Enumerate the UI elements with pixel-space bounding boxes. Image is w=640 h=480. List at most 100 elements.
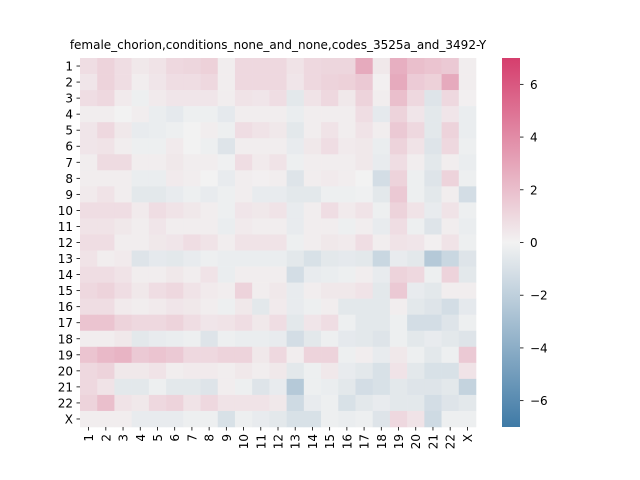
heatmap-cell-X-6 (166, 410, 184, 428)
heatmap-cell-21-11 (252, 378, 270, 396)
heatmap-cell-7-2 (97, 154, 115, 171)
y-tick-label-8: 8 (65, 172, 73, 186)
heatmap-cell-10-1 (80, 202, 98, 219)
heatmap-cell-19-3 (114, 346, 132, 364)
heatmap-cell-5-6 (166, 122, 184, 139)
heatmap-cell-16-5 (148, 298, 167, 315)
heatmap-cell-5-15 (321, 122, 339, 139)
heatmap-cell-4-1 (80, 106, 98, 123)
heatmap-cell-2-11 (252, 74, 270, 91)
heatmap-cell-2-19 (389, 74, 408, 91)
heatmap-cell-5-X (458, 122, 477, 139)
heatmap-cell-19-14 (303, 346, 322, 364)
heatmap-cell-14-19 (389, 266, 408, 283)
heatmap-cell-2-2 (97, 74, 115, 91)
heatmap-cell-6-1 (80, 138, 98, 155)
heatmap-cell-17-19 (389, 314, 408, 332)
heatmap-cell-17-X (458, 314, 477, 332)
heatmap-cell-22-X (458, 394, 477, 412)
heatmap-cell-22-2 (97, 394, 115, 412)
heatmap-cell-21-16 (338, 378, 356, 396)
heatmap-cell-7-1 (80, 154, 98, 171)
heatmap-cell-20-10 (234, 362, 253, 380)
heatmap-cell-11-4 (131, 218, 150, 235)
heatmap-cell-22-13 (286, 394, 305, 412)
heatmap-cell-5-10 (234, 122, 253, 139)
heatmap-cell-8-10 (234, 170, 253, 187)
heatmap-cell-18-5 (148, 330, 167, 348)
heatmap-cell-15-14 (303, 282, 322, 299)
heatmap-cell-16-1 (80, 298, 98, 315)
x-tick-label-7: 7 (185, 434, 199, 442)
heatmap-cell-2-13 (286, 74, 305, 91)
heatmap-cell-14-3 (114, 266, 132, 283)
heatmap-cell-3-18 (372, 90, 391, 107)
heatmap-cell-2-10 (234, 74, 253, 91)
heatmap-cell-15-20 (407, 282, 425, 299)
chart-title: female_chorion,conditions_none_and_none,… (70, 38, 487, 52)
heatmap-cell-21-12 (269, 378, 287, 396)
heatmap-cell-4-8 (200, 106, 219, 123)
heatmap-cell-13-7 (183, 250, 201, 267)
heatmap-cell-10-3 (114, 202, 132, 219)
heatmap-cell-16-X (458, 298, 477, 315)
heatmap-cell-1-7 (183, 58, 201, 75)
heatmap-cell-16-21 (424, 298, 442, 315)
heatmap-cell-1-8 (200, 58, 219, 75)
heatmap-cell-21-4 (131, 378, 150, 396)
heatmap-cell-20-19 (389, 362, 408, 380)
heatmap-cell-9-11 (252, 186, 270, 203)
heatmap-cell-11-20 (407, 218, 425, 235)
heatmap-cell-17-20 (407, 314, 425, 332)
heatmap-cell-20-1 (80, 362, 98, 380)
heatmap-cell-14-11 (252, 266, 270, 283)
heatmap-cell-3-22 (441, 90, 460, 107)
heatmap-cell-18-18 (372, 330, 391, 348)
heatmap-cell-2-7 (183, 74, 201, 91)
heatmap-cell-7-14 (303, 154, 322, 171)
x-tick-label-5: 5 (151, 434, 165, 442)
heatmap-cell-4-10 (234, 106, 253, 123)
heatmap-cell-1-19 (389, 58, 408, 75)
heatmap-cell-5-19 (389, 122, 408, 139)
heatmap-cell-22-16 (338, 394, 356, 412)
heatmap-cell-19-11 (252, 346, 270, 364)
heatmap-cell-14-4 (131, 266, 150, 283)
heatmap-cell-4-13 (286, 106, 305, 123)
heatmap-cell-10-2 (97, 202, 115, 219)
heatmap-cell-19-18 (372, 346, 391, 364)
heatmap-cell-8-12 (269, 170, 287, 187)
heatmap-cell-7-18 (372, 154, 391, 171)
heatmap-cell-15-2 (97, 282, 115, 299)
heatmap-cell-1-22 (441, 58, 460, 75)
heatmap-cell-21-8 (200, 378, 219, 396)
heatmap-cell-21-15 (321, 378, 339, 396)
heatmap-cell-18-12 (269, 330, 287, 348)
heatmap-cell-18-8 (200, 330, 219, 348)
heatmap-cell-13-6 (166, 250, 184, 267)
heatmap-cell-18-21 (424, 330, 442, 348)
heatmap-cell-4-17 (355, 106, 373, 123)
heatmap-cell-2-3 (114, 74, 132, 91)
heatmap-cell-1-3 (114, 58, 132, 75)
heatmap-cell-22-22 (441, 394, 460, 412)
heatmap-cell-2-15 (321, 74, 339, 91)
heatmap-cell-12-15 (321, 234, 339, 251)
heatmap-cell-5-3 (114, 122, 132, 139)
heatmap-cell-20-X (458, 362, 477, 380)
heatmap-cell-11-8 (200, 218, 219, 235)
heatmap-cell-12-14 (303, 234, 322, 251)
heatmap-cell-5-14 (303, 122, 322, 139)
heatmap-cell-X-5 (148, 410, 167, 428)
heatmap-cell-X-1 (80, 410, 98, 428)
heatmap-cell-19-7 (183, 346, 201, 364)
heatmap-cell-18-17 (355, 330, 373, 348)
heatmap-cell-1-1 (80, 58, 98, 75)
heatmap-cell-6-17 (355, 138, 373, 155)
heatmap-cell-11-5 (148, 218, 167, 235)
heatmap-cell-9-15 (321, 186, 339, 203)
y-tick-label-13: 13 (58, 252, 73, 266)
heatmap-cell-9-3 (114, 186, 132, 203)
heatmap-cell-16-13 (286, 298, 305, 315)
heatmap-cell-16-9 (217, 298, 236, 315)
